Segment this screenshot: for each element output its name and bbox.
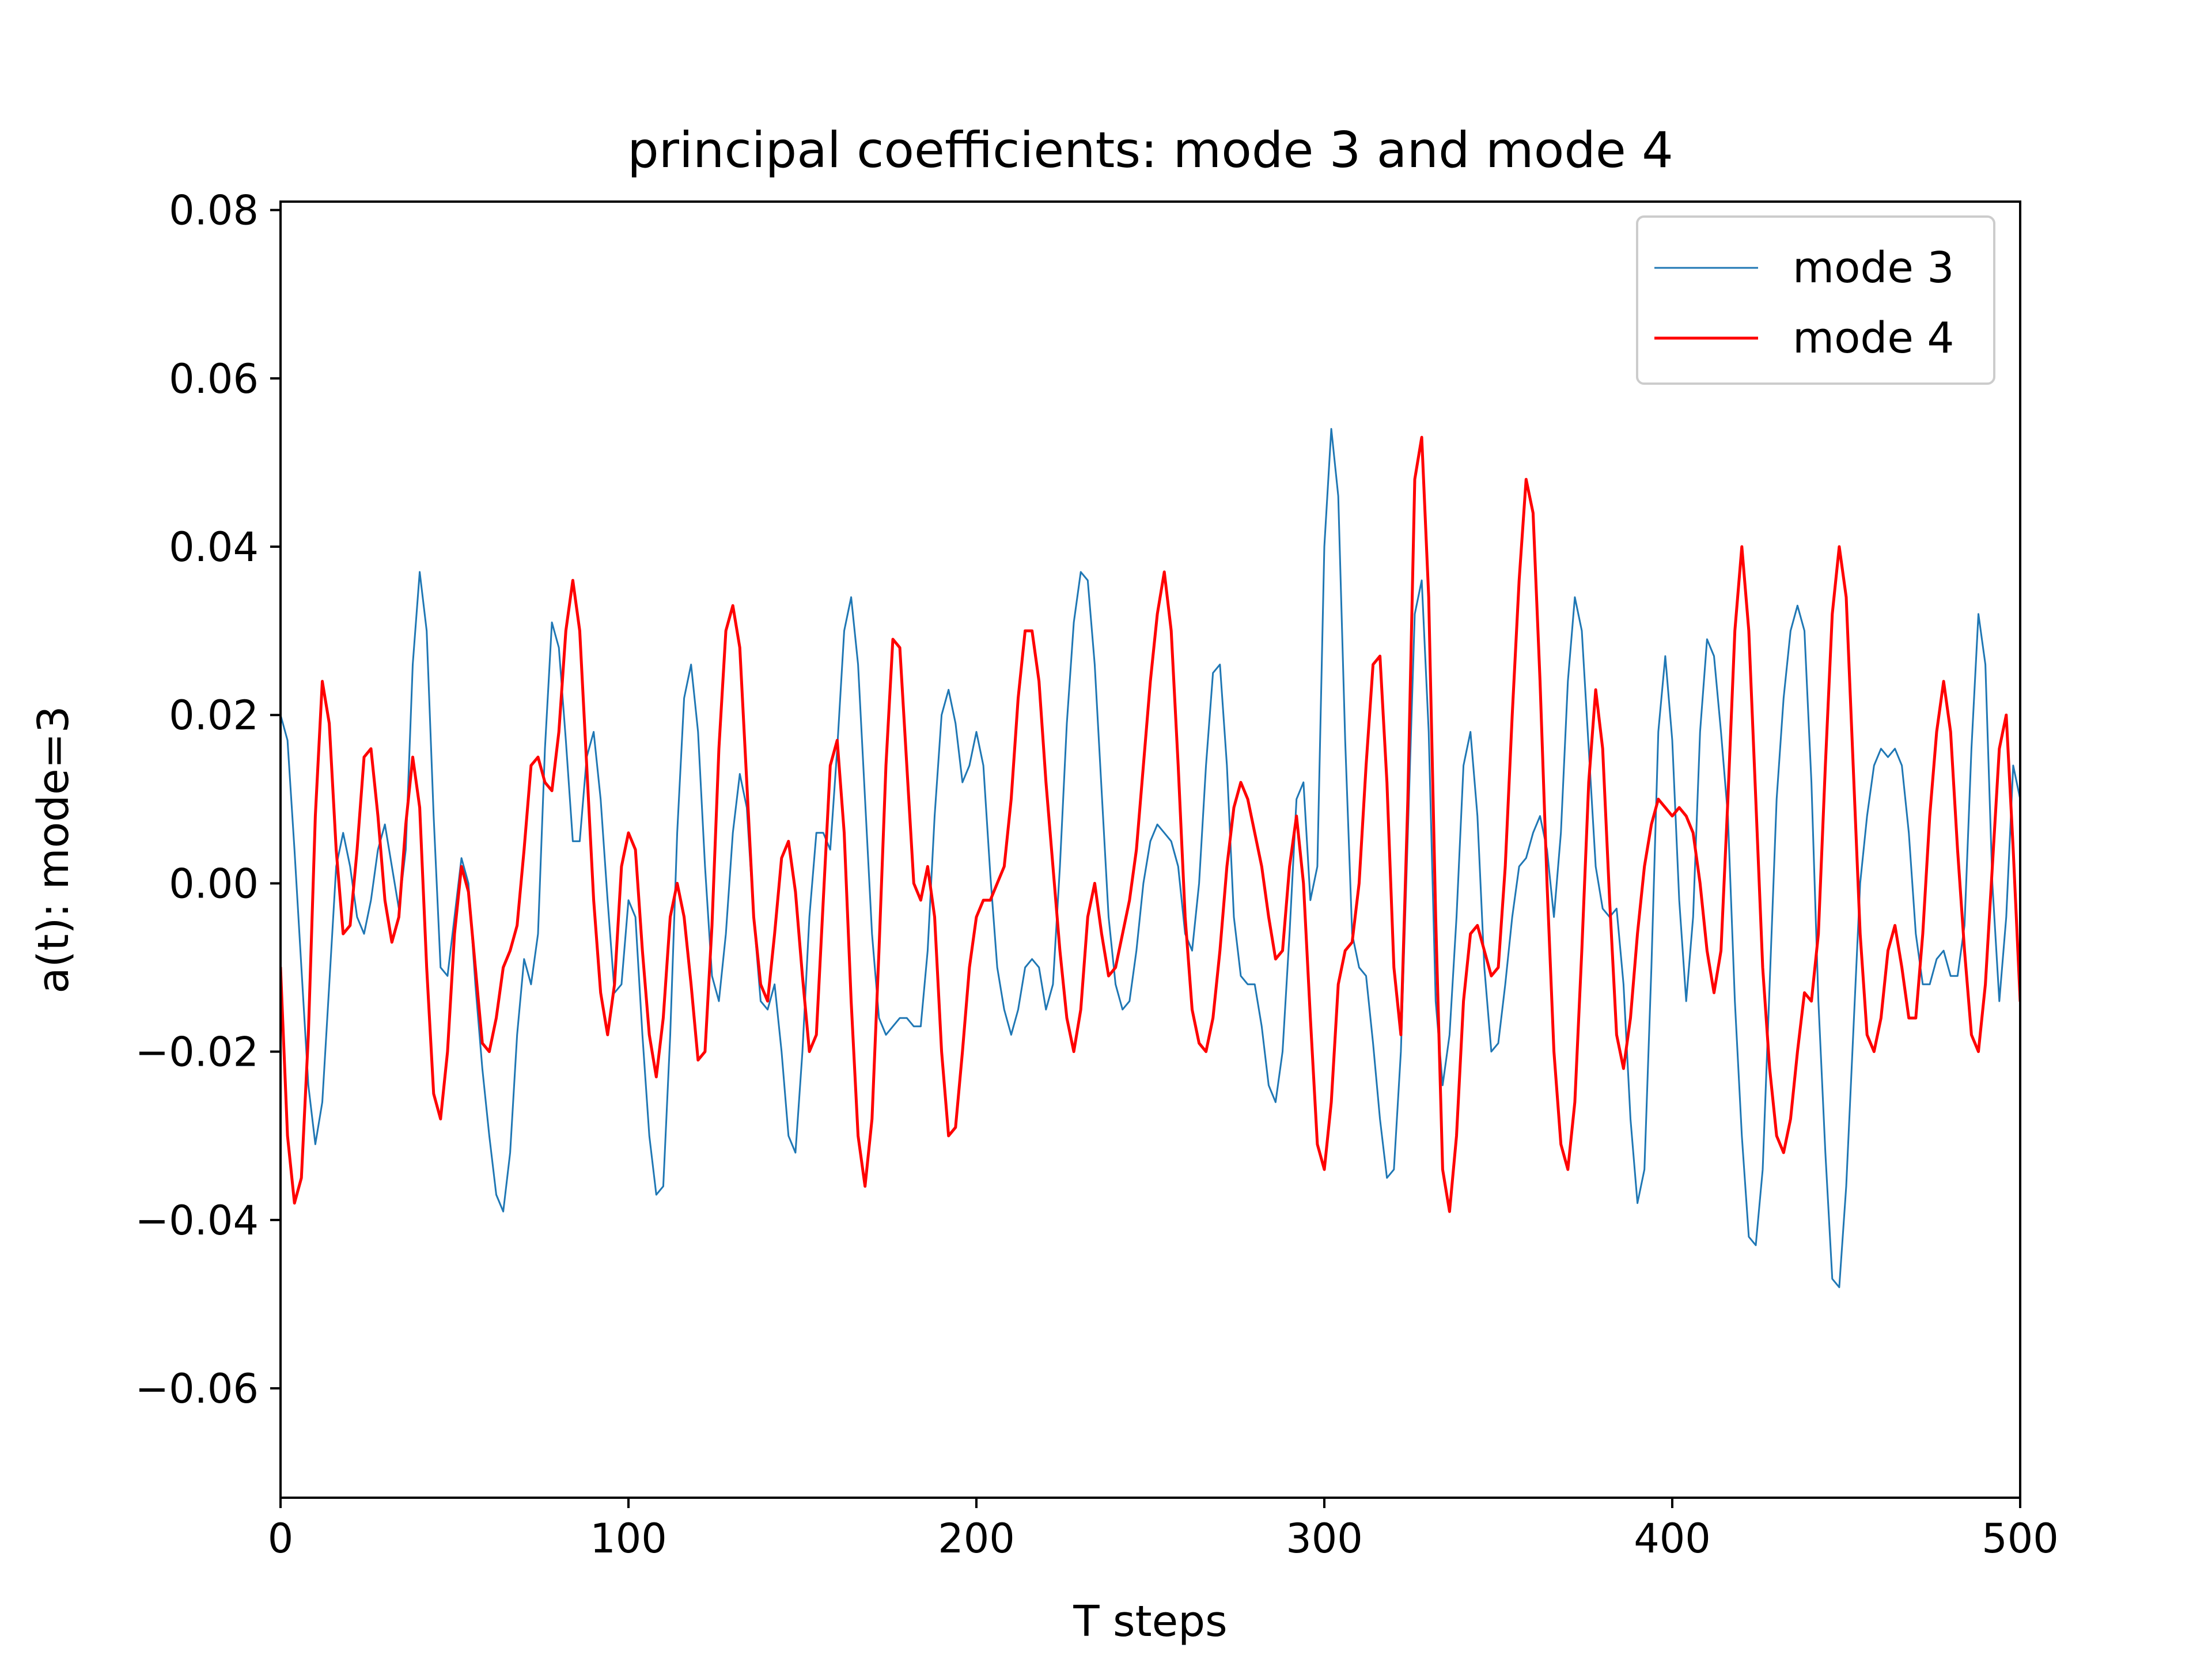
x-axis: 0 100 200 300 400 500 <box>268 1498 2059 1562</box>
y-tick-label: 0.04 <box>169 524 259 571</box>
x-tick-label: 200 <box>938 1515 1015 1562</box>
x-tick-label: 300 <box>1286 1515 1363 1562</box>
chart-title: principal coefficients: mode 3 and mode … <box>627 122 1673 179</box>
y-tick-label: 0.00 <box>169 860 259 907</box>
y-tick-label: −0.02 <box>135 1029 259 1076</box>
x-tick-label: 500 <box>1982 1515 2059 1562</box>
y-tick-label: 0.08 <box>169 187 259 234</box>
series-layer <box>281 428 2020 1289</box>
y-axis-label: a(t): mode=3 <box>29 706 78 994</box>
x-tick-label: 0 <box>268 1515 294 1562</box>
y-tick-label: −0.06 <box>135 1365 259 1412</box>
legend-frame <box>1636 215 1995 385</box>
y-axis: −0.06 −0.04 −0.02 0.00 0.02 0.04 0.06 0.08 <box>135 187 281 1412</box>
legend-label-mode-4: mode 4 <box>1793 313 1954 363</box>
plot-frame <box>279 200 2021 1499</box>
y-tick-label: −0.04 <box>135 1197 259 1244</box>
legend: mode 3 mode 4 <box>1636 215 1995 385</box>
series-line-mode-4 <box>281 435 2020 1213</box>
x-axis-label: T steps <box>1073 1597 1227 1646</box>
y-tick-label: 0.02 <box>169 692 259 739</box>
legend-label-mode-3: mode 3 <box>1793 243 1954 293</box>
x-tick-label: 100 <box>590 1515 667 1562</box>
series-line-mode-3 <box>281 428 2020 1289</box>
y-tick-label: 0.06 <box>169 355 259 403</box>
x-tick-label: 400 <box>1634 1515 1711 1562</box>
